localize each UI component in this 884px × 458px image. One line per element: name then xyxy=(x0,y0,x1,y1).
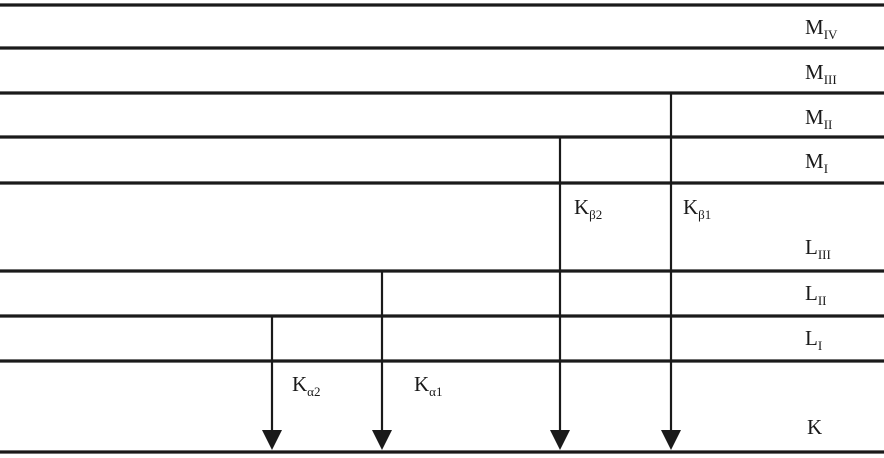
level-label-l2: LII xyxy=(805,281,827,308)
transition-label-k-alpha1: Kα1 xyxy=(414,372,442,399)
arrow-k-alpha2 xyxy=(262,316,282,450)
level-label-m3: MIII xyxy=(805,60,837,87)
transition-label-k-alpha2: Kα2 xyxy=(292,372,320,399)
level-label-l3: LIII xyxy=(805,235,831,262)
level-label-k: K xyxy=(807,415,822,439)
level-label-m1: MI xyxy=(805,149,828,176)
arrow-head xyxy=(262,430,282,450)
arrow-head xyxy=(372,430,392,450)
level-label-m4: MIV xyxy=(805,15,838,42)
arrow-k-beta1 xyxy=(661,93,681,450)
level-label-m2: MII xyxy=(805,105,832,132)
arrow-head xyxy=(661,430,681,450)
level-label-l1: LI xyxy=(805,326,822,353)
arrow-k-alpha1 xyxy=(372,271,392,450)
transition-label-k-beta1: Kβ1 xyxy=(683,195,711,222)
arrow-k-beta2 xyxy=(550,137,570,450)
arrow-head xyxy=(550,430,570,450)
transition-label-k-beta2: Kβ2 xyxy=(574,195,602,222)
